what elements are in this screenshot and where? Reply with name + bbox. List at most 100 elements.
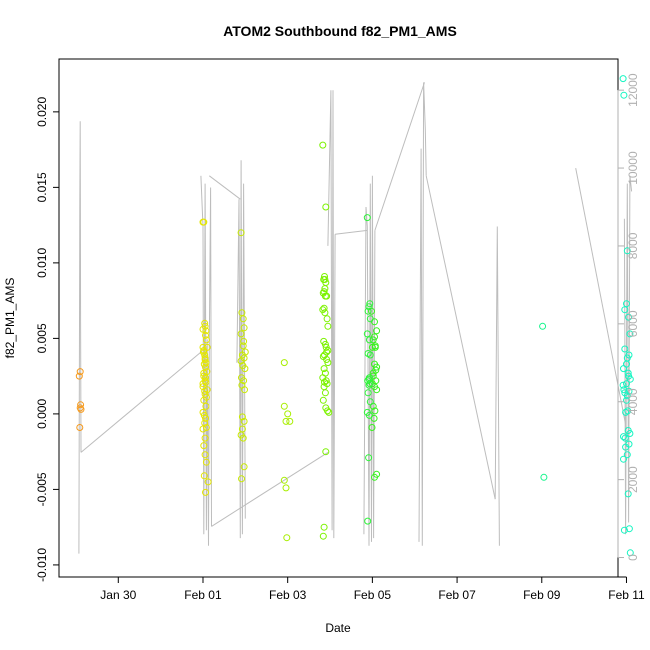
data-point xyxy=(540,473,548,481)
data-point xyxy=(363,330,371,338)
data-point xyxy=(240,463,248,471)
chart-title: ATOM2 Southbound f82_PM1_AMS xyxy=(223,23,457,39)
data-point xyxy=(319,141,327,149)
y2-tick-label: 10000 xyxy=(626,151,640,185)
y2-tick-label: 12000 xyxy=(626,73,640,107)
altitude-line-segment xyxy=(623,175,633,535)
data-point xyxy=(237,357,245,365)
data-point xyxy=(320,304,328,312)
data-point xyxy=(280,476,288,484)
axes-layer: Jan 30 Feb 01 Feb 03 Feb 05 Feb 07 Feb 09 Feb … xyxy=(35,73,645,602)
data-point xyxy=(371,343,379,351)
data-point xyxy=(366,300,374,308)
data-point xyxy=(365,454,373,462)
altitude-line-segment xyxy=(374,82,425,231)
data-point xyxy=(321,389,329,397)
data-point xyxy=(625,387,633,395)
data-point xyxy=(238,413,246,421)
data-point xyxy=(621,434,629,442)
data-point xyxy=(202,488,209,496)
data-point xyxy=(280,402,288,410)
data-point xyxy=(364,307,372,315)
data-point xyxy=(238,425,246,433)
data-point xyxy=(320,523,328,531)
data-point xyxy=(201,434,209,442)
data-point xyxy=(202,424,210,431)
data-point xyxy=(620,386,628,394)
data-point xyxy=(200,372,208,380)
data-point xyxy=(75,372,83,380)
data-point xyxy=(321,340,329,348)
data-point xyxy=(76,368,84,376)
data-point xyxy=(239,434,247,442)
data-point xyxy=(619,381,627,389)
data-point xyxy=(240,324,248,332)
data-point xyxy=(626,330,634,338)
data-point xyxy=(321,276,329,283)
data-point xyxy=(237,229,245,237)
data-point xyxy=(324,347,332,354)
data-point xyxy=(365,411,373,419)
altitude-line-segment xyxy=(335,229,368,235)
altitude-line-segment xyxy=(363,175,376,546)
data-point xyxy=(368,424,376,431)
data-point xyxy=(625,313,633,321)
data-point xyxy=(371,473,378,481)
altitude-line-segment xyxy=(494,226,500,546)
data-point xyxy=(200,218,208,226)
data-point xyxy=(373,327,381,335)
altitude-line-segment xyxy=(425,175,496,500)
x-tick-label: Jan 30 xyxy=(100,588,136,602)
data-point xyxy=(623,396,630,404)
y-tick-label: 0.015 xyxy=(35,172,49,202)
x-tick-label: Feb 05 xyxy=(354,588,392,602)
data-point xyxy=(280,359,288,367)
data-point xyxy=(623,392,631,400)
data-point xyxy=(624,407,632,415)
data-point xyxy=(624,369,632,377)
y-tick-label: 0.005 xyxy=(35,323,49,353)
altitude-line-segment xyxy=(236,160,246,539)
data-point xyxy=(199,425,207,433)
data-point xyxy=(202,331,209,339)
y-tick-label: 0.000 xyxy=(35,399,49,429)
data-point xyxy=(240,337,248,345)
altitude-line-segment xyxy=(575,168,627,430)
data-point xyxy=(239,315,247,323)
data-point xyxy=(365,303,373,311)
data-point xyxy=(282,484,290,492)
data-point xyxy=(369,336,377,344)
data-point xyxy=(201,319,209,327)
y2-tick-label: 4000 xyxy=(626,388,640,415)
data-point xyxy=(323,356,331,363)
data-point xyxy=(77,401,85,409)
data-point xyxy=(371,407,379,415)
data-point xyxy=(237,330,245,338)
data-point xyxy=(623,360,630,368)
altitude-line-segment xyxy=(418,82,427,546)
plot-frame xyxy=(58,58,619,578)
data-point xyxy=(620,526,628,534)
x-tick-label: Feb 01 xyxy=(184,588,222,602)
data-point xyxy=(372,366,380,374)
data-point xyxy=(200,369,208,377)
data-point xyxy=(319,532,327,540)
y2-tick-label: 2000 xyxy=(626,466,640,493)
data-point xyxy=(364,517,372,525)
altitude-line-segment xyxy=(208,175,241,200)
y2-tick-label: 8000 xyxy=(626,232,640,259)
data-point xyxy=(323,348,331,356)
data-point xyxy=(365,336,373,344)
data-point xyxy=(241,365,249,373)
data-point xyxy=(199,343,207,351)
altitude-line-segment xyxy=(80,350,203,453)
data-point xyxy=(621,306,629,314)
y-tick-label: 0.020 xyxy=(35,97,49,127)
x-tick-label: Feb 11 xyxy=(608,588,645,602)
x-tick-label: Feb 09 xyxy=(523,588,561,602)
data-point xyxy=(202,359,210,367)
y2-tick-label: 0 xyxy=(626,554,640,561)
data-point xyxy=(201,354,209,362)
data-point xyxy=(202,458,210,466)
data-point xyxy=(202,336,210,344)
